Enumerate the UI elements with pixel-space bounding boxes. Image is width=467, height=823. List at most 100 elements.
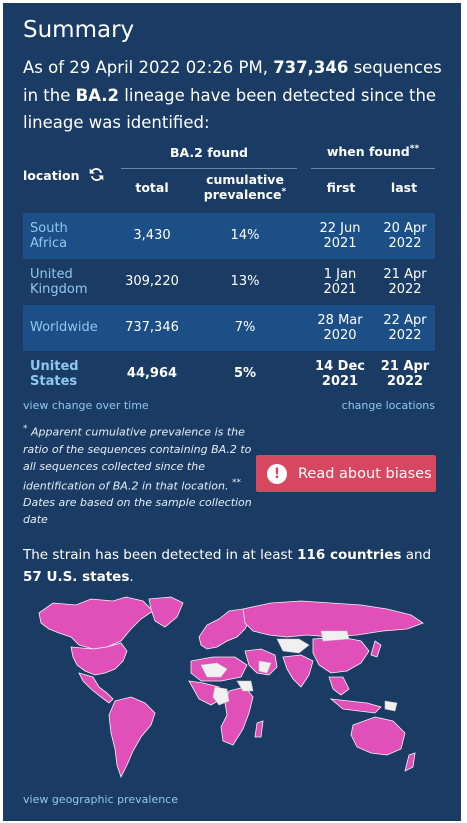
footnote-text1: Apparent cumulative prevalence is the ra… [23, 425, 252, 493]
detected-regions [38, 596, 424, 779]
region-central-africa [212, 686, 230, 706]
prevalence-header-sup: * [281, 187, 287, 197]
intro-text: As of 29 April 2022 02:26 PM, 737,346 se… [23, 54, 443, 137]
first-date-line2: 2021 [323, 282, 357, 297]
last-header: last [390, 180, 418, 195]
region-japan [370, 640, 382, 658]
last-date-line2: 2022 [388, 236, 422, 251]
intro-part1: As of 29 April 2022 02:26 PM, [23, 58, 274, 77]
region-australia [350, 716, 406, 756]
region-mongolia [320, 630, 350, 642]
page-title: Summary [23, 17, 135, 43]
strain-part1: The strain has been detected in at least [23, 547, 298, 563]
region-greenland [148, 596, 184, 628]
first-date-line2: 2020 [323, 328, 357, 343]
location-link[interactable]: United Kingdom [30, 267, 88, 297]
last-date-cell: 21 Apr 2022 [378, 359, 432, 389]
prevalence-header-line1: cumulative [206, 172, 284, 187]
location-line1: United [30, 267, 73, 282]
region-indonesia [329, 698, 382, 714]
last-date-cell: 20 Apr 2022 [378, 221, 432, 251]
region-east-asia [312, 636, 370, 674]
location-line1: South [30, 221, 68, 236]
view-change-over-time-link[interactable]: view change over time [23, 399, 149, 412]
intro-part3: lineage have been detected since the lin… [23, 85, 437, 133]
strain-part2: and [401, 547, 432, 563]
location-link[interactable]: United States [30, 359, 79, 389]
last-date-cell: 21 Apr 2022 [378, 267, 432, 297]
location-line2: Africa [30, 236, 68, 251]
table-row: South Africa 3,430 14% 22 Jun 2021 20 Apr 2… [23, 213, 435, 259]
location-header: location [23, 168, 80, 183]
region-russia [242, 600, 424, 638]
region-mexico [78, 672, 114, 704]
first-date-line1: 1 Jan [323, 267, 357, 282]
table-row: United Kingdom 309,220 13% 1 Jan 2021 21 A… [23, 259, 435, 305]
region-usa [70, 642, 128, 676]
location-line1: United [30, 359, 79, 374]
state-count: 57 U.S. states [23, 569, 130, 585]
region-new-zealand [404, 752, 416, 772]
table-row: Worldwide 737,346 7% 28 Mar 2020 22 Apr 20… [23, 305, 435, 351]
total-header: total [135, 180, 169, 195]
view-geographic-prevalence-link[interactable]: view geographic prevalence [23, 793, 178, 806]
first-date-cell: 22 Jun 2021 [313, 221, 367, 251]
prevalence-header-line2: prevalence [203, 187, 282, 203]
prevalence-cell: 7% [234, 320, 256, 335]
summary-panel: Summary As of 29 April 2022 02:26 PM, 73… [3, 3, 461, 821]
lineage-name: BA.2 [75, 85, 120, 105]
when-header-underline [311, 168, 435, 169]
read-about-biases-button[interactable]: ! Read about biases [256, 455, 436, 492]
location-link[interactable]: Worldwide [30, 320, 98, 335]
last-date-cell: 22 Apr 2022 [378, 313, 432, 343]
region-arabia [258, 660, 272, 674]
prevalence-cell: 5% [233, 366, 257, 381]
region-southern-africa [220, 686, 254, 746]
region-europe [198, 608, 252, 650]
world-map[interactable] [31, 595, 431, 785]
found-header-underline [121, 168, 297, 169]
last-date-line2: 2022 [386, 374, 424, 389]
last-date-line2: 2022 [388, 282, 422, 297]
last-date-line1: 20 Apr [383, 221, 427, 236]
first-date-line1: 22 Jun [319, 221, 361, 236]
prevalence-footnote: * Apparent cumulative prevalence is the … [23, 421, 253, 528]
sequence-count: 737,346 [273, 58, 349, 77]
total-cell: 309,220 [125, 274, 179, 289]
not-detected-regions [200, 630, 398, 712]
region-papua [384, 700, 398, 712]
region-south-asia [282, 654, 314, 688]
prevalence-cell: 14% [230, 228, 260, 243]
total-cell: 737,346 [125, 320, 179, 335]
bias-button-label: Read about biases [298, 465, 432, 482]
region-north-america-north [38, 596, 154, 650]
prevalence-header: cumulative prevalence* [193, 173, 297, 201]
region-southeast-asia [328, 676, 350, 696]
footnote-star: * [23, 424, 28, 434]
last-date-line1: 21 Apr [380, 359, 430, 374]
intro-part2: sequences in the [23, 58, 442, 105]
country-count: 116 countries [297, 547, 402, 563]
first-date-line1: 14 Dec [315, 359, 365, 374]
when-header: when found** [311, 144, 435, 159]
region-horn-of-africa [236, 680, 254, 692]
when-header-sup: ** [409, 144, 420, 154]
first-date-cell: 14 Dec 2021 [313, 359, 367, 389]
region-sahara [200, 662, 228, 678]
footnote-star2: ** [231, 477, 241, 488]
total-cell: 3,430 [133, 228, 171, 243]
location-link[interactable]: South Africa [30, 221, 68, 251]
last-date-line1: 21 Apr [383, 267, 427, 282]
first-date-line2: 2021 [321, 374, 359, 389]
prevalence-cell: 13% [230, 274, 260, 289]
last-date-line1: 22 Apr [383, 313, 427, 328]
first-header: first [326, 180, 356, 195]
first-date-cell: 28 Mar 2020 [313, 313, 367, 343]
strain-summary: The strain has been detected in at least… [23, 544, 443, 588]
refresh-icon[interactable] [88, 166, 105, 183]
found-header: BA.2 found [169, 145, 248, 160]
region-madagascar [254, 720, 264, 738]
region-south-america [108, 696, 156, 779]
footnote-text2: Dates are based on the sample collection… [23, 496, 252, 527]
change-locations-link[interactable]: change locations [341, 399, 435, 412]
